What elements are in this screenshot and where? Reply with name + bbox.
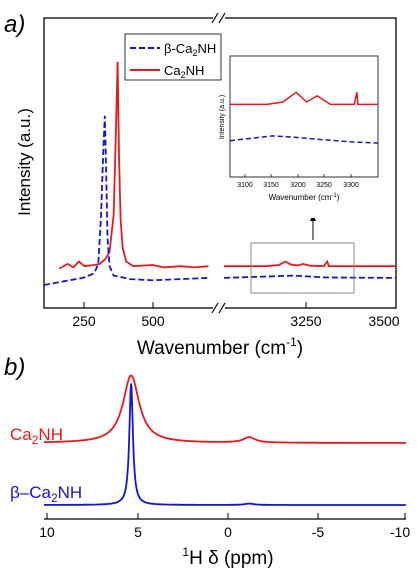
- panel-b: b) 10 5 0 -5 -10 Ca2NH β–Ca2NH 1H δ (ppm…: [4, 354, 410, 569]
- inset-bg: [222, 50, 392, 218]
- series-nmr-ca2nh: [44, 374, 406, 444]
- series-beta-ca2nh-left: [44, 115, 209, 286]
- panel-b-xlabel: 1H δ (ppm): [182, 545, 273, 569]
- inset-chart: Intensity (a.u.) 3100 3150 3200 3250 330…: [219, 50, 392, 218]
- inset-ticklabel-3250: 3250: [316, 182, 332, 189]
- panel-a-ylabel: Intensity (a.u.): [15, 108, 34, 216]
- panel-a-xticks: 250 500 3250 3500: [72, 302, 400, 329]
- zoom-region-box: [250, 242, 355, 294]
- inset-ticklabel-3200: 3200: [290, 182, 306, 189]
- legend-label-beta-ca2nh: β-Ca2NH: [164, 41, 216, 58]
- panel-a-ticklabel-500: 500: [141, 313, 165, 329]
- axis-break-gap-bottom: [213, 303, 225, 313]
- panel-b-ticklabel-m5: -5: [312, 524, 325, 540]
- axis-break-top-1: [211, 12, 219, 24]
- axis-break-gap-top: [213, 13, 225, 23]
- panel-a-label: a): [4, 11, 25, 38]
- panel-b-xticks: 10 5 0 -5 -10: [39, 513, 410, 540]
- inset-series-ca2nh: [230, 91, 378, 106]
- inset-ticklabel-3100: 3100: [237, 182, 253, 189]
- inset-ticklabel-3150: 3150: [263, 182, 279, 189]
- panel-b-label-beta-ca2nh: β–Ca2NH: [10, 483, 82, 505]
- panel-b-ticklabel-10: 10: [39, 524, 55, 540]
- legend-label-ca2nh: Ca2NH: [164, 63, 204, 80]
- panel-b-label-ca2nh: Ca2NH: [10, 425, 63, 447]
- axis-break-bottom-1: [211, 302, 219, 314]
- inset-ylabel: Intensity (a.u.): [219, 95, 226, 139]
- inset-xlabel: Wavenumber (cm-1): [269, 193, 340, 202]
- series-beta-ca2nh-right: [223, 274, 396, 279]
- inset-ticklabel-3300: 3300: [343, 182, 359, 189]
- legend-box: [124, 33, 222, 81]
- inset-xticks: 3100 3150 3200 3250 3300: [237, 174, 359, 189]
- panel-b-ticklabel-m10: -10: [390, 524, 410, 540]
- series-ca2nh-left: [58, 61, 209, 270]
- axis-break-top-2: [218, 12, 226, 24]
- panel-b-ticklabel-5: 5: [134, 524, 142, 540]
- axis-break-marks: [211, 12, 226, 314]
- inset-series-beta-ca2nh: [230, 135, 378, 144]
- inset-frame: [229, 55, 379, 178]
- series-nmr-beta-ca2nh: [44, 383, 406, 506]
- axis-break-bottom-2: [218, 302, 226, 314]
- panel-a-ticklabel-3250: 3250: [290, 313, 321, 329]
- legend: β-Ca2NH Ca2NH: [124, 33, 222, 81]
- series-ca2nh-right: [224, 259, 396, 268]
- panel-a-xlabel: Wavenumber (cm-1): [137, 335, 303, 359]
- panel-a-ticklabel-3500: 3500: [368, 313, 399, 329]
- panel-a-ticklabel-250: 250: [72, 313, 96, 329]
- panel-b-label: b): [4, 354, 25, 381]
- panel-a: a) Intensity (a.u.) 250 500 3250 3500: [4, 11, 400, 359]
- panel-b-ticklabel-0: 0: [224, 524, 232, 540]
